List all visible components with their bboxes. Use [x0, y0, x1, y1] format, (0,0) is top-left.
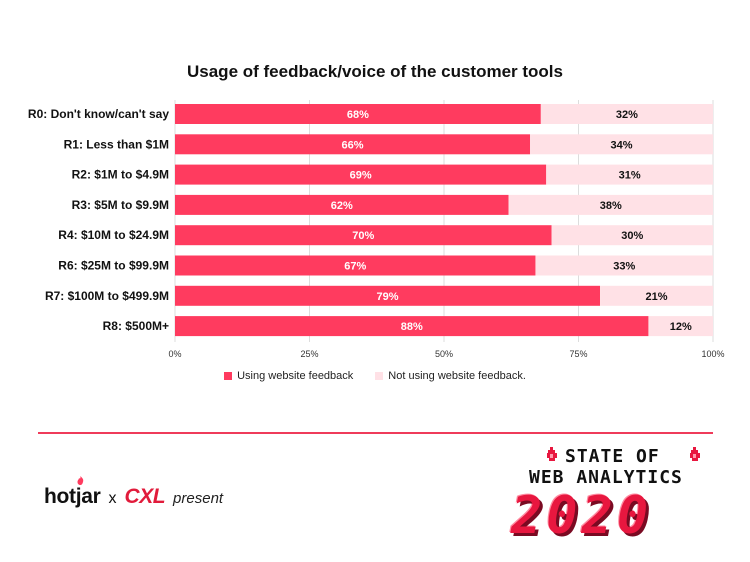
- bar-segment-not-using: [508, 194, 713, 215]
- hotjar-wordmark: hotjar: [44, 485, 101, 508]
- data-label: 70%: [352, 230, 374, 242]
- footer-divider: [38, 432, 713, 434]
- data-label: 88%: [401, 321, 423, 333]
- bar-segment-not-using: [600, 285, 713, 306]
- legend-swatch-not-using: [375, 372, 384, 380]
- category-label: R2: $1M to $4.9M: [72, 168, 169, 182]
- x-axis-ticks: 0% 25% 50% 75% 100%: [168, 349, 724, 359]
- flame-icon: [690, 447, 700, 461]
- category-label: R3: $5M to $9.9M: [72, 198, 169, 212]
- data-label: 31%: [619, 170, 641, 182]
- data-label: 62%: [331, 200, 353, 212]
- data-label: 67%: [344, 261, 366, 273]
- category-label: R8: $500M+: [103, 319, 169, 333]
- flame-icon: [77, 476, 84, 485]
- data-label: 32%: [616, 109, 638, 121]
- data-label: 66%: [342, 139, 364, 151]
- bar-chart: 68% 32% 66% 34% 69% 31% 62% 38% 70% 30% 67% 33% 79% 2…: [28, 100, 725, 359]
- legend-swatch-using: [224, 372, 233, 380]
- bar-segment-not-using: [535, 255, 713, 276]
- category-label: R0: Don't know/can't say: [28, 107, 169, 121]
- data-label: 68%: [347, 109, 369, 121]
- bar-segment-using: [175, 225, 552, 246]
- bar-segment-using: [175, 255, 536, 276]
- category-label: R4: $10M to $24.9M: [58, 228, 169, 242]
- chart-bars: 68% 32% 66% 34% 69% 31% 62% 38% 70% 30% 67% 33% 79% 2…: [175, 104, 713, 337]
- logo-line-web-analytics: WEB ANALYTICS: [529, 467, 683, 488]
- legend-item-using: Using website feedback: [224, 370, 353, 382]
- data-label: 12%: [670, 321, 692, 333]
- flame-icon: [547, 447, 557, 461]
- chart-legend: Using website feedback Not using website…: [0, 370, 750, 382]
- x-tick-label: 75%: [569, 349, 587, 359]
- chart-title: Usage of feedback/voice of the customer …: [187, 62, 563, 81]
- x-tick-label: 100%: [701, 349, 724, 359]
- x-tick-label: 0%: [168, 349, 181, 359]
- bar-segment-using: [175, 104, 541, 124]
- logo-line-state-of: STATE OF: [565, 446, 660, 467]
- data-label: 38%: [600, 200, 622, 212]
- legend-label-not-using: Not using website feedback.: [388, 370, 526, 382]
- category-label: R6: $25M to $99.9M: [58, 259, 169, 273]
- category-labels: R0: Don't know/can't say R1: Less than $1…: [28, 107, 169, 333]
- x-tick-label: 25%: [300, 349, 318, 359]
- data-label: 30%: [621, 230, 643, 242]
- legend-item-not-using: Not using website feedback.: [375, 370, 526, 382]
- cxl-logo: CXL: [124, 485, 166, 508]
- data-label: 33%: [613, 261, 635, 273]
- bar-segment-using: [175, 285, 601, 306]
- bar-segment-using: [175, 164, 547, 185]
- bar-segment-not-using: [551, 225, 713, 246]
- bar-segment-not-using: [540, 104, 713, 124]
- x-tick-label: 50%: [435, 349, 453, 359]
- bar-segment-not-using: [530, 134, 713, 155]
- bar-segment-using: [175, 134, 531, 155]
- category-label: R1: Less than $1M: [64, 137, 169, 151]
- hotjar-logo: hotjar: [44, 476, 101, 509]
- brand-separator: x: [108, 490, 117, 507]
- bar-segment-not-using: [648, 316, 713, 337]
- data-label: 21%: [645, 291, 667, 303]
- category-label: R7: $100M to $499.9M: [45, 289, 169, 303]
- bar-segment-not-using: [546, 164, 713, 185]
- state-of-web-analytics-logo: STATE OF WEB ANALYTICS 2020: [505, 440, 720, 550]
- present-label: present: [173, 490, 224, 507]
- data-label: 34%: [611, 139, 633, 151]
- bar-segment-using: [175, 194, 509, 215]
- legend-label-using: Using website feedback: [237, 370, 354, 382]
- data-label: 69%: [350, 170, 372, 182]
- bar-segment-using: [175, 316, 649, 337]
- brand-credits: hotjar x CXL present: [44, 476, 224, 509]
- logo-year: 2020: [511, 486, 653, 546]
- data-label: 79%: [376, 291, 398, 303]
